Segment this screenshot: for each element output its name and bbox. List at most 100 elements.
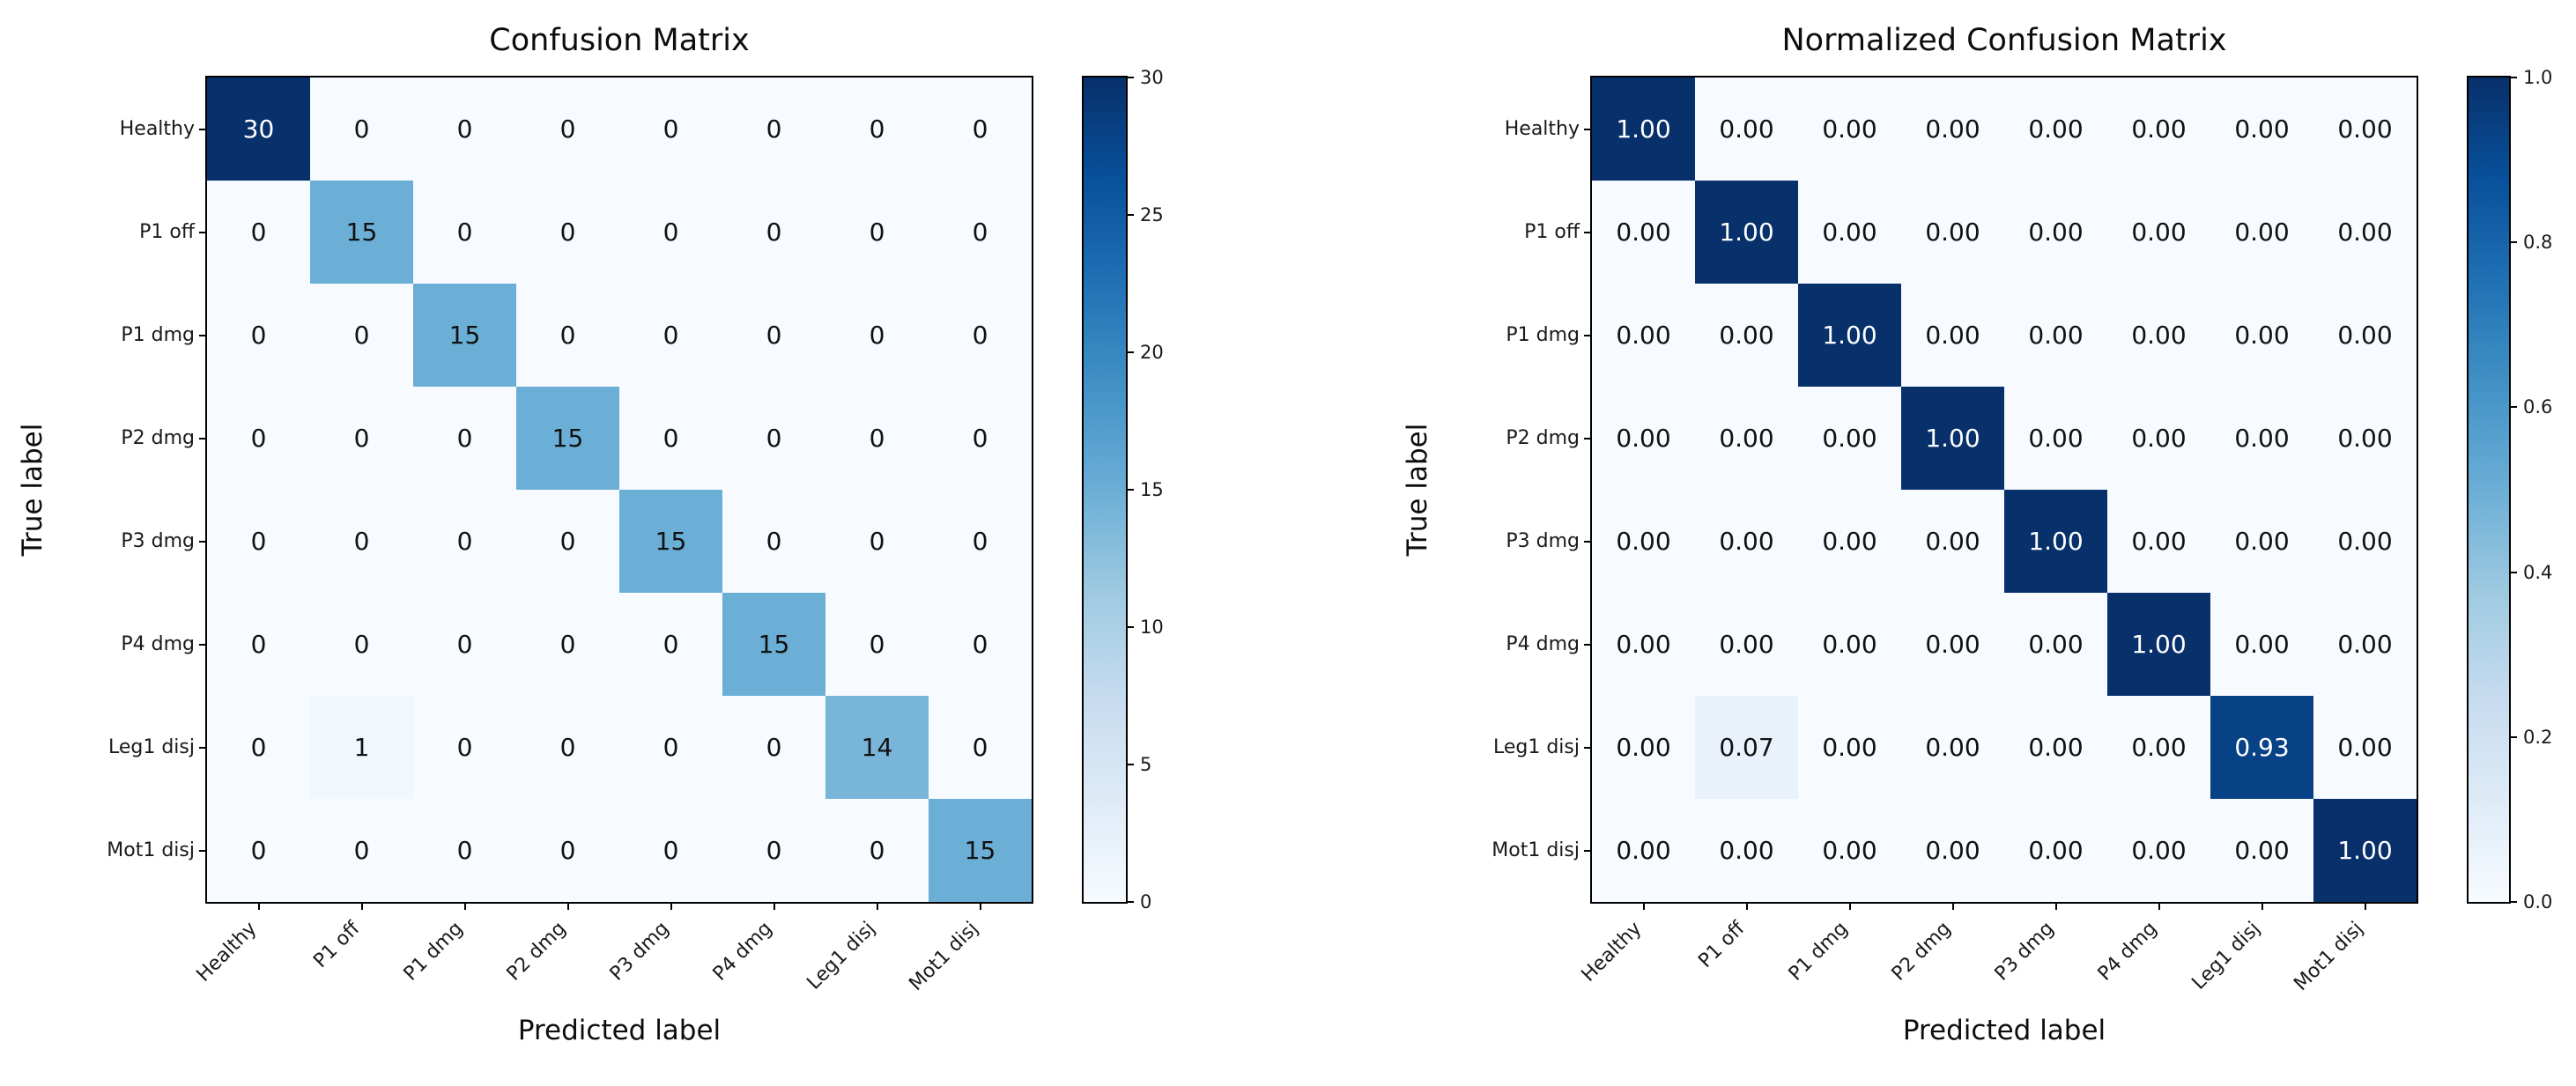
matrix-cell: 0 [825,387,929,490]
matrix-cell: 14 [825,696,929,799]
y-tick-mark [1584,128,1592,130]
matrix-cell: 0 [516,181,619,284]
colorbar-tick-mark [1126,489,1134,491]
matrix-cell: 0 [929,181,1032,284]
x-tick-mark [2364,902,2366,910]
matrix-cell: 1.00 [1592,78,1695,181]
y-tick-mark [1584,437,1592,440]
x-tick-mark [1848,902,1851,910]
y-tick-mark [1584,746,1592,749]
colorbar-tick-mark [1126,901,1134,903]
x-tick-mark [257,902,260,910]
y-tick-label: Leg1 disj [1492,735,1580,758]
y-tick-label: P1 dmg [121,323,195,346]
colorbar-tick-mark [1126,77,1134,78]
x-tick-mark [2158,902,2160,910]
matrix-cell: 0.00 [2313,593,2417,696]
matrix-cell: 15 [619,490,722,593]
colorbar-tick-label: 0.4 [2523,561,2553,583]
matrix-cell: 0.00 [2313,490,2417,593]
matrix-cell: 0.00 [2004,593,2107,696]
y-tick-mark [1584,849,1592,852]
matrix-cell: 0.00 [1798,696,1901,799]
colorbar-tick-label: 25 [1140,204,1164,225]
matrix-cell: 0 [722,78,825,181]
colorbar [1082,76,1128,904]
y-tick-mark [199,334,207,336]
matrix-cell: 0.93 [2210,696,2313,799]
matrix-cell: 0.00 [2210,78,2313,181]
matrix-cell: 0 [207,593,310,696]
matrix-cell: 0.00 [2004,387,2107,490]
matrix-cell: 0.00 [2313,78,2417,181]
matrix-cell: 0.00 [1901,490,2004,593]
y-tick-label: Mot1 disj [107,839,195,861]
matrix-cell: 0.00 [2210,799,2313,902]
colorbar-tick-mark [1126,626,1134,628]
x-tick-mark [876,902,878,910]
y-tick-mark [199,437,207,440]
colorbar-tick-mark [2509,735,2517,738]
colorbar-tick-mark [1126,764,1134,765]
matrix-cell: 15 [722,593,825,696]
colorbar [2467,76,2511,904]
matrix-cell: 0 [413,799,516,902]
matrix-cell: 0 [722,284,825,387]
matrix-cell: 0 [207,387,310,490]
matrix-cell: 0 [516,696,619,799]
colorbar-tick-mark [1126,351,1134,353]
matrix-cell: 0.00 [2107,78,2210,181]
matrix-cell: 0.00 [2210,593,2313,696]
matrix-cell: 0.00 [2004,181,2107,284]
colorbar-tick-mark [2509,77,2517,78]
matrix-cell: 0 [413,78,516,181]
y-tick-label: P4 dmg [121,632,195,655]
heatmap-grid: 30 0 0 0 0 0 0 0 0 15 0 0 0 0 0 0 0 0 15 0 0 0 0 0 0 0 0 15 0 0 0 0 0 0 0 0… [205,76,1033,904]
y-tick-label: P1 dmg [1506,323,1580,346]
x-axis-label: Predicted label [517,1015,722,1046]
colorbar-tick-label: 0 [1140,891,1152,912]
colorbar-tick-label: 5 [1140,754,1152,775]
colorbar-tick-label: 20 [1140,342,1164,363]
matrix-cell: 1.00 [1798,284,1901,387]
matrix-cell: 0.00 [1798,181,1901,284]
y-tick-mark [1584,643,1592,646]
matrix-cell: 0.00 [1592,284,1695,387]
y-tick-mark [1584,231,1592,233]
matrix-cell: 0 [722,387,825,490]
matrix-cell: 0 [310,387,413,490]
matrix-cell: 1.00 [2004,490,2107,593]
x-tick-mark [670,902,672,910]
matrix-cell: 0.00 [1592,181,1695,284]
matrix-cell: 0 [207,284,310,387]
matrix-cell: 0.00 [2004,284,2107,387]
matrix-cell: 0 [413,387,516,490]
matrix-cell: 0 [929,490,1032,593]
matrix-cell: 1.00 [2107,593,2210,696]
matrix-cell: 0.00 [2210,284,2313,387]
matrix-cell: 0 [619,696,722,799]
matrix-cell: 0.00 [2313,387,2417,490]
matrix-cell: 0.00 [2107,387,2210,490]
matrix-cell: 0 [619,387,722,490]
y-tick-mark [199,540,207,543]
colorbar-tick-mark [1126,214,1134,216]
matrix-cell: 0.00 [1592,696,1695,799]
matrix-cell: 0.00 [1798,78,1901,181]
y-tick-label: Leg1 disj [107,735,195,758]
y-tick-mark [199,746,207,749]
y-tick-label: P2 dmg [1506,426,1580,449]
matrix-cell: 0.07 [1695,696,1798,799]
x-tick-mark [1745,902,1748,910]
matrix-cell: 0.00 [2107,181,2210,284]
matrix-cell: 0 [310,490,413,593]
matrix-cell: 15 [516,387,619,490]
x-tick-mark [463,902,466,910]
matrix-cell: 0 [619,799,722,902]
y-tick-label: Healthy [1504,117,1580,140]
matrix-cell: 0.00 [1901,78,2004,181]
y-tick-label: P1 off [139,220,195,243]
x-tick-mark [1951,902,1954,910]
